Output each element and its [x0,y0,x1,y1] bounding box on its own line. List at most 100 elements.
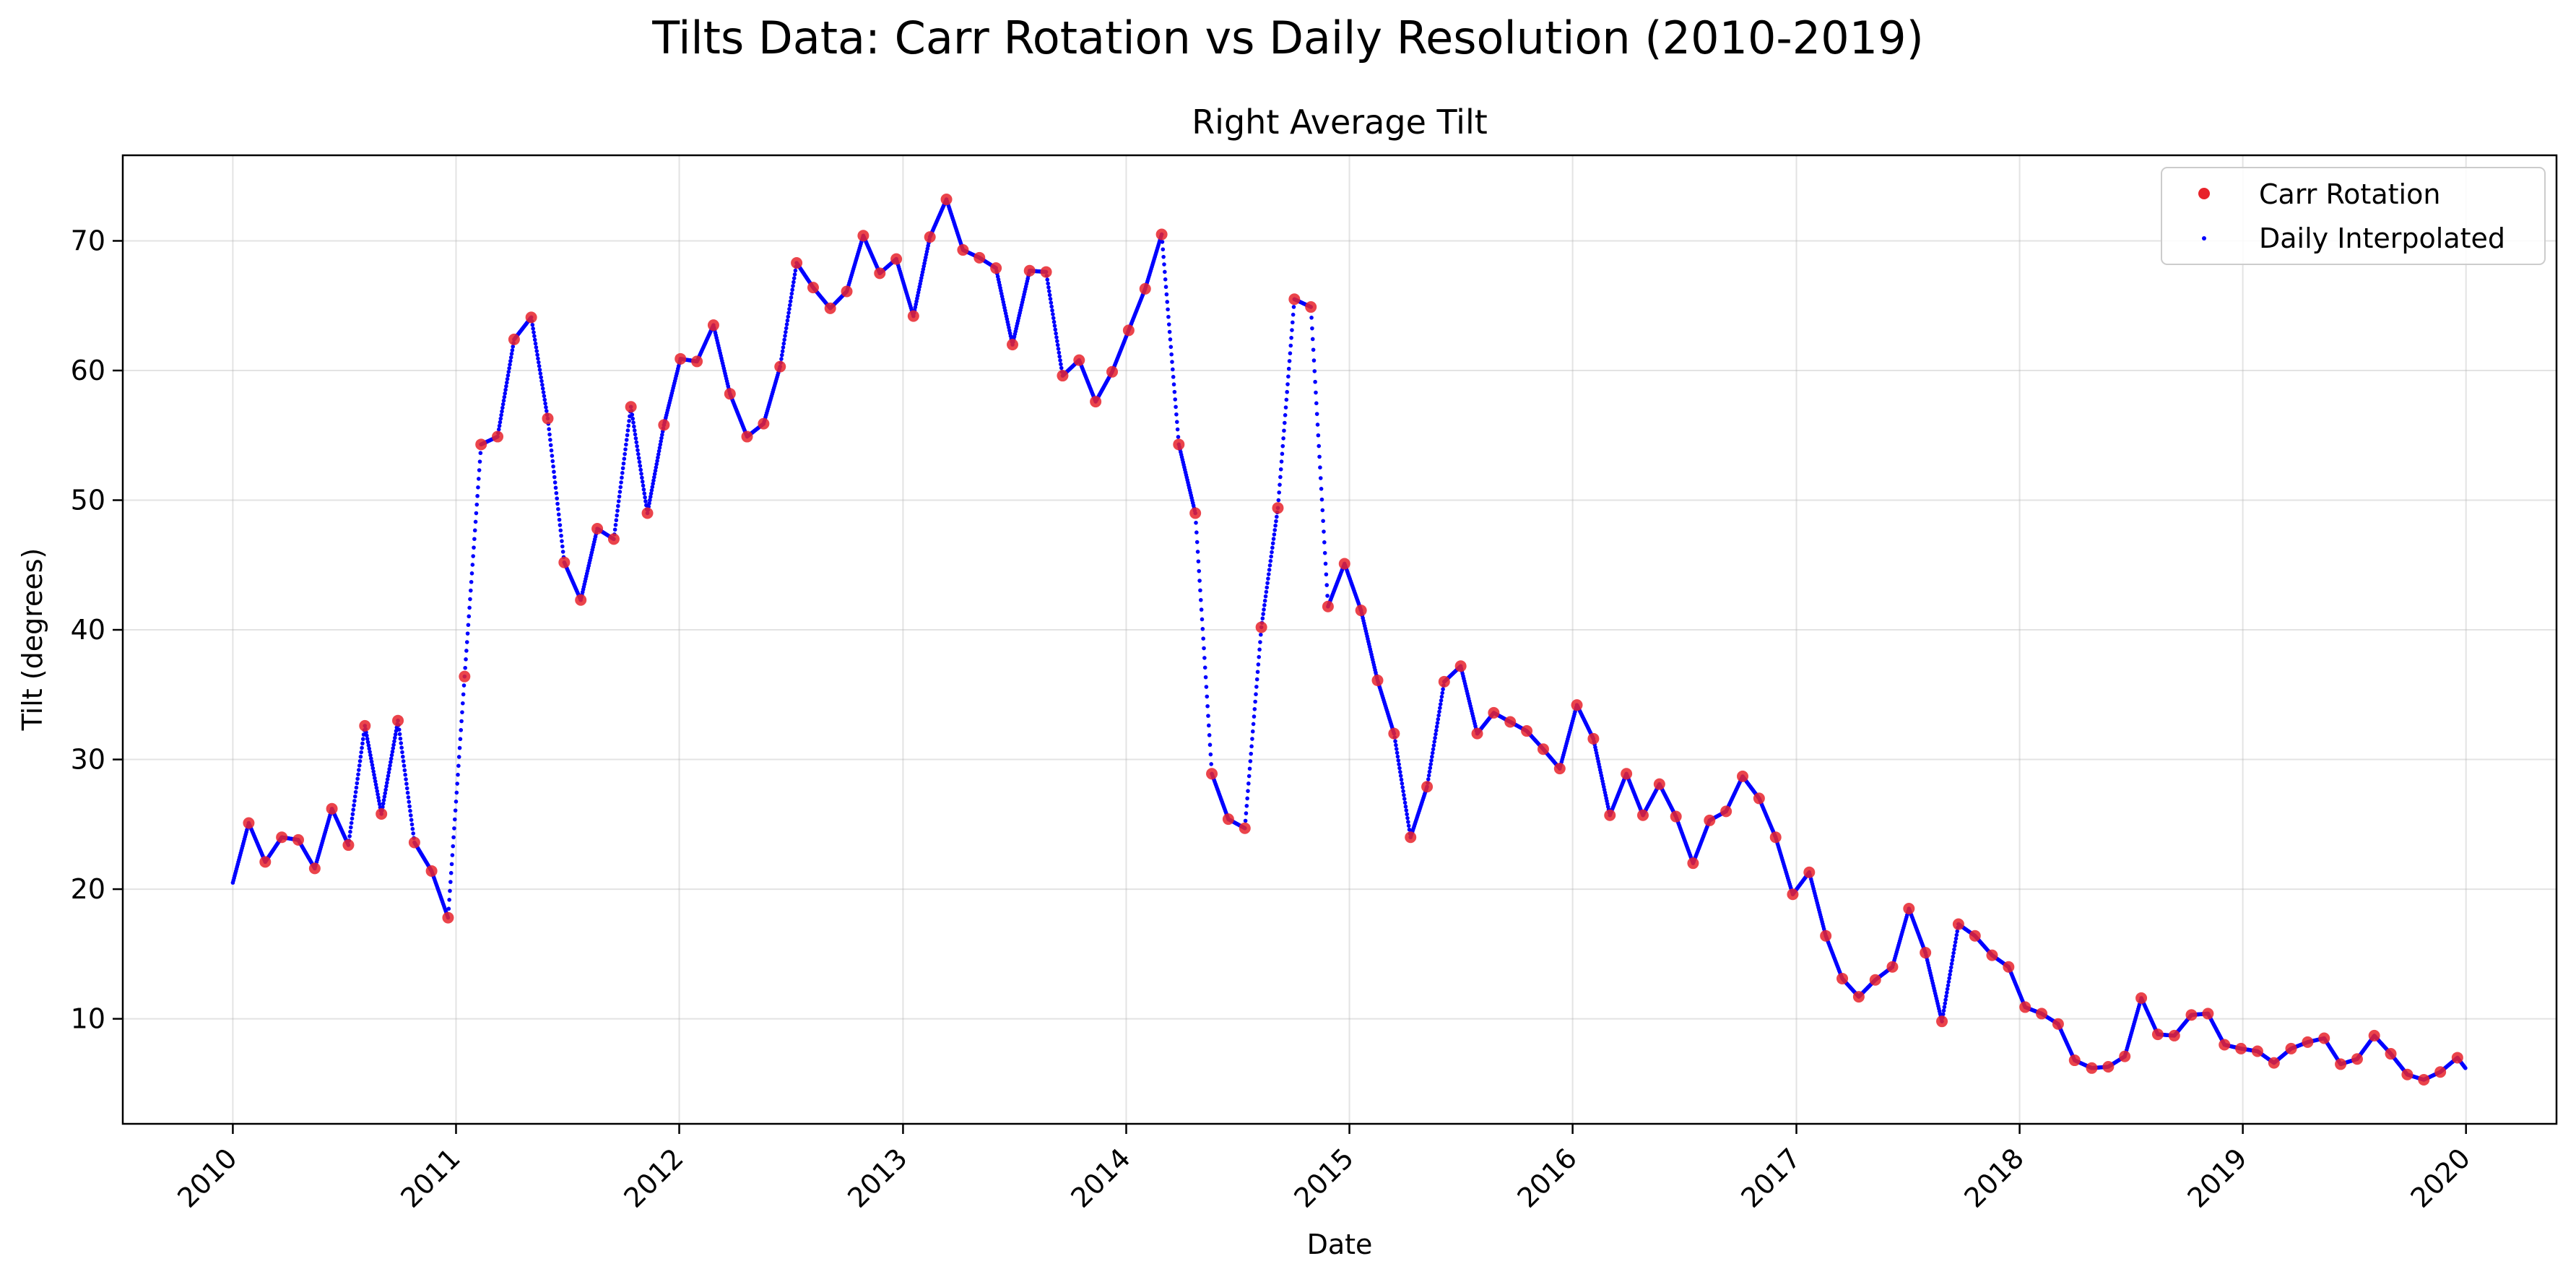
daily-point [1207,723,1211,728]
daily-point [779,357,784,361]
daily-point [659,436,664,441]
carr-rotation-point [1454,660,1467,672]
daily-point [1254,677,1259,682]
daily-point [1284,397,1289,402]
daily-point [1244,803,1249,808]
carr-rotation-point [940,194,953,206]
y-tick-label: 40 [71,614,105,646]
daily-point [1430,754,1434,759]
daily-point [1171,382,1176,387]
daily-point [1400,785,1405,789]
carr-rotation-point [973,251,986,264]
daily-point [626,423,631,428]
daily-point [1209,762,1213,766]
daily-point [1269,554,1273,559]
daily-point [1199,607,1204,612]
daily-point [404,786,409,791]
carr-rotation-point [575,594,587,606]
daily-point [623,447,628,451]
daily-point [500,402,506,407]
carr-rotation-point [392,714,404,727]
daily-point [551,464,555,469]
daily-point [1312,369,1317,373]
daily-point [535,352,539,358]
daily-point [625,433,630,438]
daily-point [1948,965,1953,970]
carr-rotation-point [1504,716,1517,728]
daily-point [781,345,786,350]
daily-point [1161,247,1166,252]
daily-point [510,348,515,352]
daily-point [388,763,392,768]
daily-point [1247,766,1252,771]
carr-rotation-point [1670,810,1682,823]
daily-point [402,768,407,773]
carr-rotation-point [2151,1028,2164,1041]
daily-point [1317,443,1322,449]
y-tick-label: 30 [71,744,105,776]
daily-point [1246,774,1252,779]
daily-point [386,770,391,775]
daily-point [1264,589,1269,594]
carr-rotation-point [1272,502,1284,514]
daily-point [1198,588,1202,593]
daily-point [532,334,537,339]
daily-point [1288,351,1293,356]
daily-point [1250,729,1255,734]
daily-point [368,756,373,761]
daily-point [1401,789,1405,794]
daily-point [407,800,412,804]
daily-point [1197,579,1202,583]
daily-point [548,443,553,448]
daily-point [781,341,786,346]
daily-point [1405,812,1409,817]
daily-point [454,790,459,795]
x-tick-label: 2011 [394,1142,467,1214]
daily-point [1319,487,1324,491]
daily-point [450,853,455,857]
daily-point [1245,796,1249,801]
daily-point [613,522,618,527]
daily-point [399,741,404,745]
daily-point [1324,583,1330,587]
legend-carr-rotation-marker [2198,188,2210,199]
daily-point [792,276,797,281]
daily-point [1941,1008,1946,1013]
daily-point [473,519,478,524]
daily-point [1055,342,1060,347]
daily-point [1263,594,1268,599]
carr-rotation-point [1852,991,1865,1003]
y-tick-label: 70 [71,225,105,256]
daily-point [616,503,620,508]
carr-rotation-point [408,836,420,849]
daily-point [498,420,503,425]
carr-rotation-point [1537,743,1549,755]
daily-point [1052,324,1057,328]
daily-point [474,511,479,516]
daily-point [1203,675,1208,680]
daily-point [1395,754,1400,759]
carr-rotation-point [2135,992,2148,1004]
daily-point [457,745,462,750]
carr-rotation-point [707,319,719,332]
x-tick-label: 2015 [1288,1142,1360,1214]
daily-point [359,750,364,755]
daily-point [1171,375,1176,379]
carr-rotation-point [1488,706,1500,719]
daily-point [1252,714,1257,719]
daily-point [1196,559,1201,564]
daily-point [780,349,785,354]
daily-point [1309,316,1314,320]
carr-rotation-point [2251,1045,2263,1057]
carr-rotation-point [841,285,853,298]
carr-rotation-point [1604,809,1616,821]
daily-point [1394,742,1398,748]
daily-point [1202,665,1207,670]
carr-rotation-point [425,865,438,877]
daily-point [651,478,656,483]
daily-point [504,384,508,389]
daily-point [393,735,397,740]
daily-point [1955,929,1959,934]
daily-point [1954,932,1959,937]
carr-rotation-point [1920,947,1932,959]
